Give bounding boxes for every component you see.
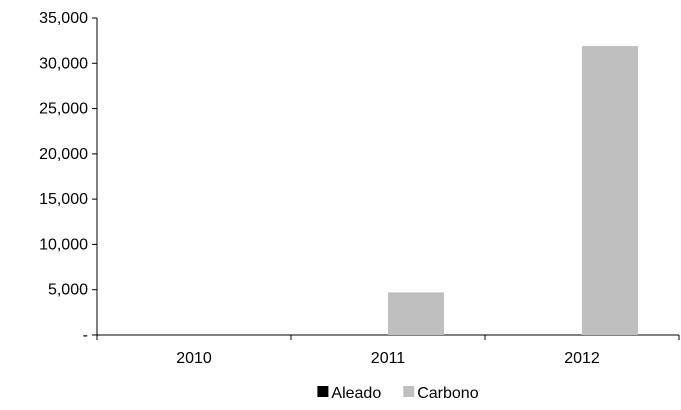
x-tick-label: 2010 [176,350,212,367]
legend-label: Carbono [417,385,478,402]
legend-item-carbono: Carbono [403,385,479,402]
y-tick-label: 5,000 [48,282,88,299]
y-tick-label: 25,000 [39,101,88,118]
bars [388,46,638,335]
bar-carbono-2012 [582,46,638,335]
legend-swatch [317,386,329,397]
y-tick-label: 20,000 [39,146,88,163]
legend-label: Aleado [331,385,381,402]
bar-carbono-2011 [388,292,444,335]
x-axis: 2010 2011 2012 [96,334,680,367]
y-tick-label: 15,000 [39,191,88,208]
x-tick-label: 2012 [564,350,600,367]
y-axis: - 5,000 10,000 15,000 20,000 25,000 30,000 35,0… [39,10,98,344]
x-tick-label: 2011 [371,350,406,367]
y-tick-label: 30,000 [39,55,88,72]
y-tick-label: 10,000 [39,236,88,253]
legend-swatch [403,386,415,397]
legend-item-aleado: Aleado [317,385,381,402]
y-tick-label: - [83,327,88,344]
legend: Aleado Carbono [317,385,479,402]
y-tick-label: 35,000 [39,10,88,27]
